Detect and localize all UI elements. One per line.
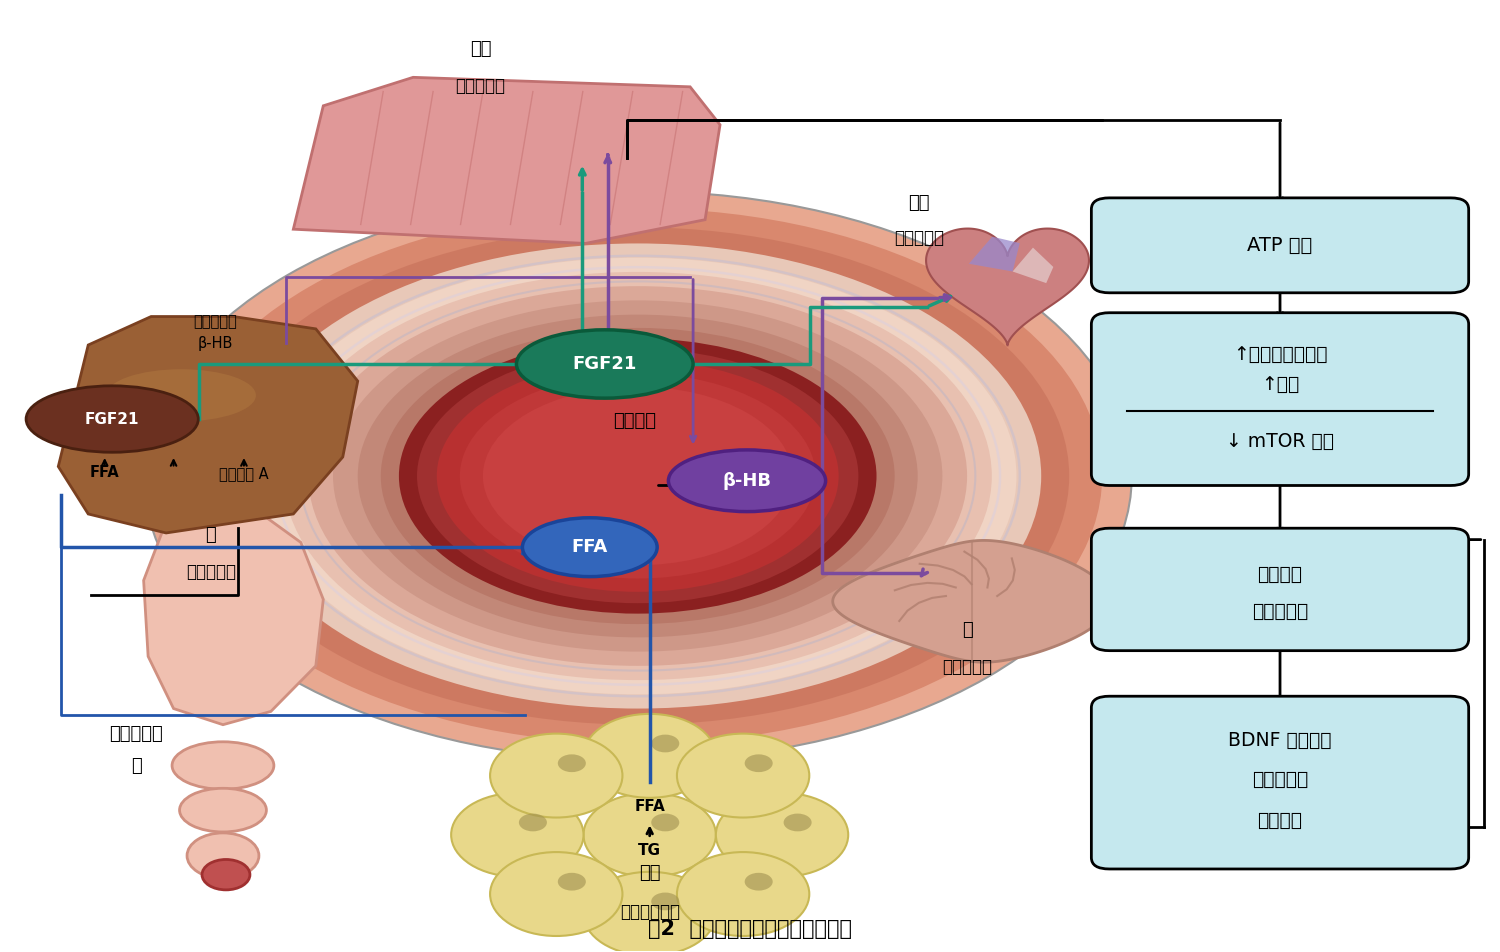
FancyBboxPatch shape: [1092, 313, 1468, 486]
FancyBboxPatch shape: [1092, 696, 1468, 869]
Ellipse shape: [260, 258, 1017, 694]
Text: （肌细胞）: （肌细胞）: [456, 77, 506, 95]
Ellipse shape: [522, 518, 657, 577]
Text: TG: TG: [638, 843, 662, 859]
Text: FFA: FFA: [90, 465, 120, 480]
Ellipse shape: [174, 208, 1102, 744]
Polygon shape: [294, 77, 720, 244]
Ellipse shape: [460, 373, 816, 579]
Circle shape: [584, 714, 716, 798]
Circle shape: [676, 852, 810, 936]
Text: 脑: 脑: [962, 622, 972, 639]
Ellipse shape: [483, 387, 792, 565]
Text: ↓ mTOR 通路: ↓ mTOR 通路: [1226, 431, 1334, 450]
FancyBboxPatch shape: [1092, 528, 1468, 650]
Ellipse shape: [381, 327, 894, 625]
Circle shape: [490, 734, 622, 818]
Text: 神经发生: 神经发生: [1257, 810, 1302, 829]
Circle shape: [676, 734, 810, 818]
Ellipse shape: [180, 788, 267, 832]
Ellipse shape: [309, 287, 968, 665]
Circle shape: [452, 793, 584, 877]
Text: 肝: 肝: [206, 526, 216, 545]
Text: （肝细胞）: （肝细胞）: [186, 564, 236, 582]
Circle shape: [519, 814, 548, 831]
Text: （脂肪细胞）: （脂肪细胞）: [620, 903, 680, 922]
Polygon shape: [58, 316, 357, 533]
Circle shape: [651, 735, 680, 752]
Text: 抗应激能力: 抗应激能力: [1252, 602, 1308, 621]
Ellipse shape: [188, 833, 260, 879]
Ellipse shape: [516, 329, 693, 398]
Polygon shape: [144, 506, 324, 724]
Text: 脂肪: 脂肪: [639, 864, 660, 883]
Ellipse shape: [26, 386, 198, 452]
Polygon shape: [1013, 248, 1053, 283]
Ellipse shape: [436, 360, 838, 592]
Polygon shape: [926, 228, 1089, 346]
Ellipse shape: [669, 450, 825, 511]
Text: 脂酰辅酶 A: 脂酰辅酶 A: [219, 466, 268, 482]
Ellipse shape: [234, 244, 1041, 708]
Circle shape: [584, 872, 716, 952]
Text: ↑自噬: ↑自噬: [1262, 375, 1299, 393]
Circle shape: [744, 873, 772, 890]
Text: ↑线粒体生物发生: ↑线粒体生物发生: [1233, 345, 1328, 364]
Ellipse shape: [417, 348, 858, 604]
Text: 图2  机体对间歇性断食的代谢适应: 图2 机体对间歇性断食的代谢适应: [648, 920, 852, 940]
Text: ATP 生成: ATP 生成: [1248, 236, 1312, 255]
Circle shape: [490, 852, 622, 936]
Ellipse shape: [106, 369, 256, 422]
Text: β-HB: β-HB: [198, 336, 232, 350]
Ellipse shape: [202, 860, 250, 890]
Circle shape: [558, 873, 586, 890]
Text: 脉管系统: 脉管系统: [614, 412, 656, 430]
Polygon shape: [969, 237, 1020, 271]
Text: BDNF 信号传导: BDNF 信号传导: [1228, 731, 1332, 750]
Ellipse shape: [172, 742, 274, 789]
Ellipse shape: [399, 338, 876, 614]
Text: FFA: FFA: [572, 538, 608, 556]
Ellipse shape: [357, 314, 918, 638]
Text: 改善功能: 改善功能: [1257, 565, 1302, 584]
Text: 微生物区系: 微生物区系: [110, 725, 164, 744]
Text: β-HB: β-HB: [723, 472, 771, 489]
Text: FFA: FFA: [634, 799, 664, 814]
Text: 乙酰乙酸酯: 乙酰乙酸酯: [194, 314, 237, 328]
Circle shape: [584, 793, 716, 877]
Circle shape: [651, 893, 680, 910]
Circle shape: [651, 814, 680, 831]
Ellipse shape: [284, 272, 992, 680]
Text: 肠: 肠: [130, 757, 141, 775]
Circle shape: [783, 814, 812, 831]
Text: FGF21: FGF21: [573, 355, 638, 373]
Text: 突触可塑性: 突触可塑性: [1252, 770, 1308, 789]
Text: 心脏: 心脏: [909, 194, 930, 212]
Circle shape: [716, 793, 848, 877]
Polygon shape: [833, 541, 1110, 663]
Circle shape: [558, 754, 586, 772]
Ellipse shape: [206, 228, 1070, 724]
Ellipse shape: [333, 301, 942, 651]
Ellipse shape: [144, 191, 1132, 761]
Text: FGF21: FGF21: [86, 411, 140, 426]
Text: （神经元）: （神经元）: [942, 658, 992, 676]
Text: （肌细胞）: （肌细胞）: [894, 229, 944, 248]
Circle shape: [744, 754, 772, 772]
FancyBboxPatch shape: [1092, 198, 1468, 293]
Text: 肌肉: 肌肉: [470, 40, 492, 58]
